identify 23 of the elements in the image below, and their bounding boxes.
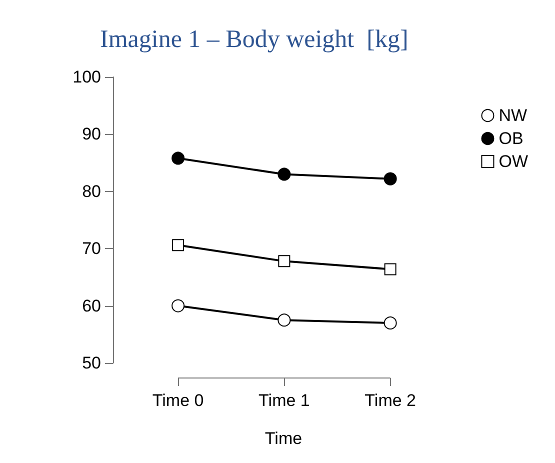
point <box>278 168 291 181</box>
point <box>172 299 185 312</box>
x-tick-label: Time 1 <box>258 391 310 410</box>
chart-title: Imagine 1 – Body weight [kg] <box>100 26 408 53</box>
x-tick-label: Time 2 <box>364 391 416 410</box>
legend-label: OB <box>498 129 524 148</box>
legend-label: OW <box>498 152 528 171</box>
y-tick-label: 80 <box>82 182 101 201</box>
y-tick-label: 90 <box>82 124 101 144</box>
y-tick-label: 50 <box>82 354 101 372</box>
point <box>384 263 396 276</box>
y-tick-label: 70 <box>82 239 101 258</box>
point <box>172 239 184 252</box>
y-tick-label: 100 <box>72 68 101 86</box>
point <box>278 255 290 268</box>
point <box>278 314 291 327</box>
x-axis-title: Time <box>264 429 302 448</box>
point <box>172 152 185 165</box>
point <box>384 172 397 186</box>
x-tick-label: Time 0 <box>152 391 204 410</box>
point <box>384 316 397 330</box>
y-tick-label: 60 <box>82 296 101 316</box>
legend-label: NW <box>498 106 528 125</box>
